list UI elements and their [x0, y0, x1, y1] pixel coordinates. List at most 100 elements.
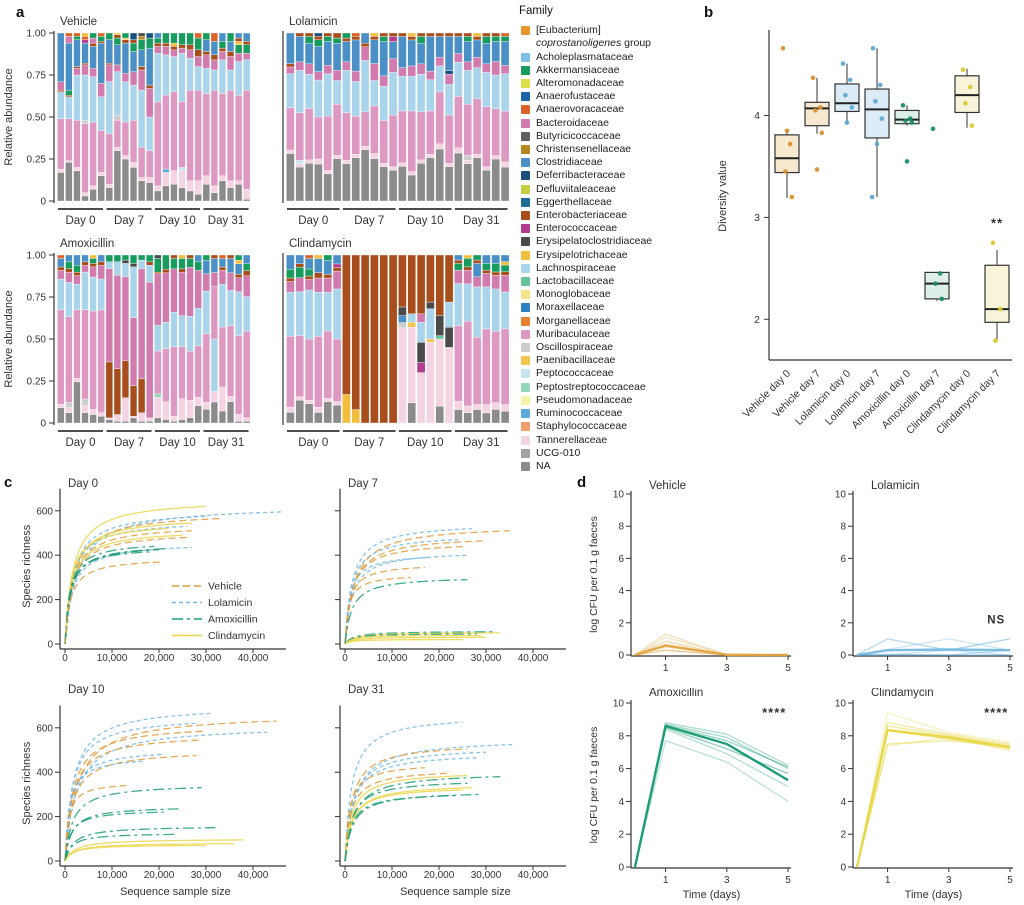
svg-text:0.50: 0.50 — [27, 113, 47, 124]
svg-text:20,000: 20,000 — [144, 870, 175, 881]
legend-family-name: Anaerofustaceae — [536, 90, 616, 103]
svg-text:Diversity value: Diversity value — [717, 160, 729, 232]
panel-a-amoxicillin-chart: Amoxicillin 1.00 0.75 0.50 0.25 0 Relative abu… — [3, 238, 251, 449]
panel-a-clindamycin-chart: Clindamycin Day 0 Day 7 Day 10 Day 31 — [282, 238, 510, 449]
svg-text:NS: NS — [987, 615, 1005, 627]
svg-text:Sequence sample size: Sequence sample size — [400, 886, 511, 898]
legend-family-name: Moraxellaceae — [536, 301, 605, 314]
svg-text:0: 0 — [62, 653, 68, 664]
panel-a-vehicle-chart: Vehicle 1.00 0.75 0.50 0.25 0 Relative abundan… — [3, 16, 251, 227]
panel-c-day7-chart: Day 7 0 10,000 20,000 30,000 40,000 — [335, 478, 566, 664]
svg-text:2: 2 — [618, 830, 624, 841]
svg-text:Species richness: Species richness — [21, 524, 33, 608]
svg-text:30,000: 30,000 — [471, 870, 502, 881]
legend-entry: Staphylococcaceae — [519, 420, 709, 433]
legend-family-name: Christensenellaceae — [536, 143, 632, 156]
legend-family-name: Butyricicoccaceae — [536, 129, 621, 142]
legend-family-name: Tannerellaceae — [536, 433, 608, 446]
svg-text:200: 200 — [36, 812, 53, 823]
legend-family-name: Erysipelotrichaceae — [536, 248, 628, 261]
svg-text:Day 0: Day 0 — [298, 437, 328, 449]
legend-swatch-icon — [521, 316, 530, 326]
svg-text:6: 6 — [840, 764, 846, 775]
legend-swatch-icon — [521, 356, 530, 366]
svg-text:8: 8 — [618, 522, 624, 533]
svg-text:Lolamicin: Lolamicin — [208, 597, 253, 609]
legend-swatch-icon — [521, 435, 530, 445]
svg-text:400: 400 — [36, 551, 53, 562]
svg-text:600: 600 — [36, 723, 53, 734]
svg-text:400: 400 — [36, 768, 53, 779]
legend-entry: Peptostreptococcaceae — [519, 381, 709, 394]
legend-family-name: Akkermansiaceae — [536, 63, 620, 76]
svg-text:600: 600 — [36, 506, 53, 517]
legend-family-name: Eggerthellaceae — [536, 195, 612, 208]
legend-entry: Anaerovoracaceae — [519, 103, 709, 116]
svg-text:Sequence sample size: Sequence sample size — [120, 886, 231, 898]
svg-text:0.50: 0.50 — [27, 335, 47, 346]
svg-text:Day 31: Day 31 — [208, 215, 244, 227]
legend-entry: Paenibacillaceae — [519, 354, 709, 367]
legend-entry: Pseudomonadaceae — [519, 394, 709, 407]
legend-family-name: Staphylococcaceae — [536, 420, 628, 433]
legend-swatch-icon — [521, 184, 530, 194]
legend-swatch-icon — [521, 263, 530, 273]
legend-swatch-icon — [521, 158, 530, 168]
legend-swatch-icon — [521, 131, 530, 141]
svg-text:Day 10: Day 10 — [407, 215, 443, 227]
svg-text:0: 0 — [342, 653, 348, 664]
svg-text:2: 2 — [618, 618, 624, 629]
svg-text:20,000: 20,000 — [144, 653, 175, 664]
legend-swatch-icon — [521, 118, 530, 128]
panel-c-day31-chart: Day 31 0 10,000 20,000 30,000 40,000 Sequence … — [335, 684, 566, 898]
legend-swatch-icon — [521, 26, 530, 36]
svg-text:3: 3 — [724, 663, 730, 674]
svg-text:Vehicle: Vehicle — [208, 581, 242, 593]
legend-entry: Eggerthellaceae — [519, 196, 709, 209]
svg-text:40,000: 40,000 — [238, 653, 269, 664]
legend-entry: Defluviitaleaceae — [519, 183, 709, 196]
svg-text:6: 6 — [618, 554, 624, 565]
svg-text:2: 2 — [840, 618, 846, 629]
legend-family-name: Bacteroidaceae — [536, 116, 609, 129]
svg-text:4: 4 — [618, 797, 624, 808]
legend-entry: Lactobacillaceae — [519, 275, 709, 288]
legend-entry: Tannerellaceae — [519, 434, 709, 447]
svg-text:3: 3 — [946, 875, 952, 886]
svg-text:0: 0 — [342, 870, 348, 881]
svg-text:0.25: 0.25 — [27, 155, 47, 166]
legend-swatch-icon — [521, 343, 530, 353]
legend-entry: NA — [519, 460, 709, 473]
svg-text:Day 10: Day 10 — [159, 215, 195, 227]
legend-entry: Muribaculaceae — [519, 328, 709, 341]
legend-family-name: Enterobacteriaceae — [536, 209, 628, 222]
svg-text:Time (days): Time (days) — [905, 889, 963, 901]
legend-entry: Lachnospiraceae — [519, 262, 709, 275]
legend-family-name: Pseudomonadaceae — [536, 393, 633, 406]
svg-text:1.00: 1.00 — [27, 251, 47, 262]
legend-swatch-icon — [521, 211, 530, 221]
legend-swatch-icon — [521, 369, 530, 379]
legend-family-name: Paenibacillaceae — [536, 354, 616, 367]
svg-text:3: 3 — [754, 212, 760, 224]
legend-swatch-icon — [521, 79, 530, 89]
legend-swatch-icon — [521, 65, 530, 75]
svg-text:Vehicle: Vehicle — [60, 16, 97, 28]
svg-text:10: 10 — [835, 699, 847, 710]
svg-text:0: 0 — [40, 419, 46, 430]
legend-family-name: Ruminococcaceae — [536, 407, 623, 420]
svg-text:0: 0 — [40, 197, 46, 208]
legend-entry: Erysipelotrichaceae — [519, 249, 709, 262]
legend-family-name: NA — [536, 459, 551, 472]
svg-text:Species richness: Species richness — [21, 741, 33, 825]
svg-text:Day 7: Day 7 — [354, 215, 384, 227]
svg-text:Day 31: Day 31 — [463, 215, 499, 227]
legend-entry: Oscillospiraceae — [519, 341, 709, 354]
family-legend-title: Family — [519, 5, 553, 17]
panel-d-clindamycin-chart: Clindamycin 0 2 4 6 8 10 1 3 5 Time (days) **** — [835, 688, 1013, 901]
svg-text:Day 7: Day 7 — [114, 215, 144, 227]
svg-text:Day 7: Day 7 — [114, 437, 144, 449]
legend-entry: Enterobacteriaceae — [519, 209, 709, 222]
